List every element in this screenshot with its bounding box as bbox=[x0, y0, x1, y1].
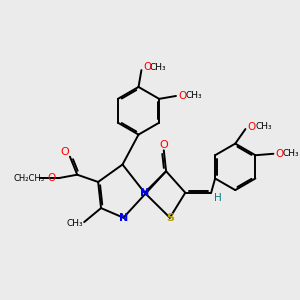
Text: O: O bbox=[144, 62, 152, 72]
Text: O: O bbox=[276, 149, 284, 159]
Text: CH₃: CH₃ bbox=[283, 149, 299, 158]
Text: CH₃: CH₃ bbox=[150, 63, 166, 72]
Text: N: N bbox=[140, 188, 149, 198]
Text: S: S bbox=[166, 213, 174, 223]
Text: H: H bbox=[214, 193, 221, 203]
Text: O: O bbox=[60, 147, 69, 157]
Text: CH₂CH₃: CH₂CH₃ bbox=[14, 174, 45, 183]
Text: O: O bbox=[248, 122, 256, 132]
Text: CH₃: CH₃ bbox=[186, 92, 202, 100]
Text: O: O bbox=[159, 140, 168, 150]
Text: O: O bbox=[178, 91, 187, 101]
Text: O: O bbox=[48, 173, 56, 183]
Text: CH₃: CH₃ bbox=[67, 219, 83, 228]
Text: CH₃: CH₃ bbox=[255, 122, 272, 131]
Text: N: N bbox=[119, 213, 128, 223]
